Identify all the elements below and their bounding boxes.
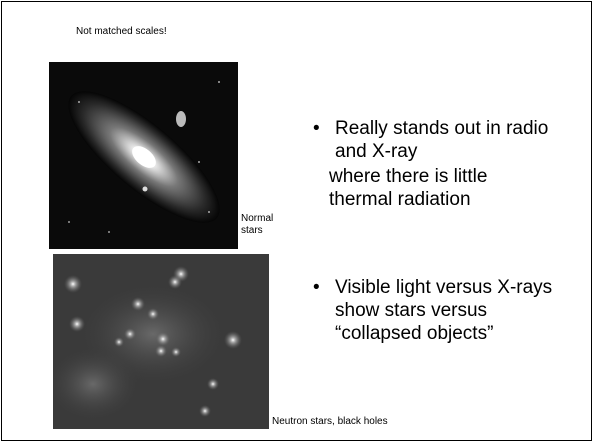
slide: Not matched scales! Normal stars bbox=[1, 1, 592, 441]
galaxy-image bbox=[49, 62, 238, 249]
bullet-text: Visible light versus X-rays show stars v… bbox=[335, 276, 560, 345]
page: Not matched scales! Normal stars bbox=[0, 0, 595, 444]
xray-image bbox=[53, 254, 269, 429]
bullet-text: Really stands out in radio and X-ray bbox=[335, 117, 575, 163]
bullet-continuation: where there is little thermal radiation bbox=[329, 165, 539, 211]
caption: Normal stars bbox=[241, 213, 281, 237]
bullet-marker: • bbox=[313, 117, 320, 140]
caption: Neutron stars, black holes bbox=[272, 416, 388, 428]
bullet-marker: • bbox=[313, 276, 320, 299]
note: Not matched scales! bbox=[76, 26, 167, 38]
